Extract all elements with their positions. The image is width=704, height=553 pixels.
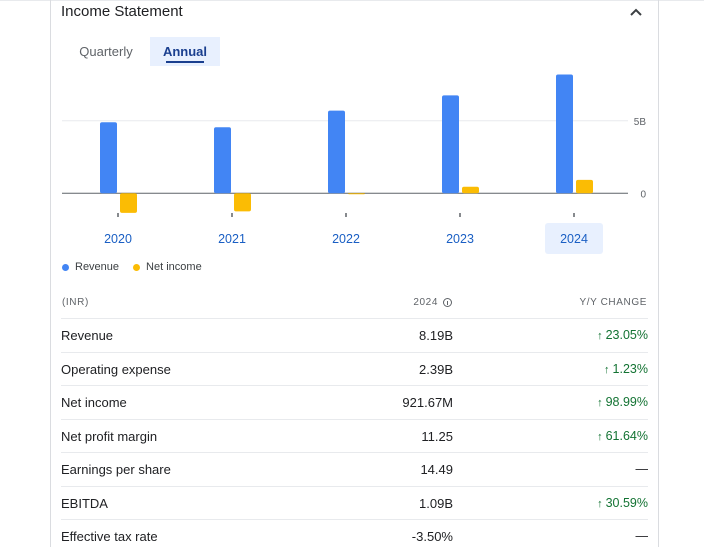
bar-net-income xyxy=(234,193,251,212)
bar-revenue xyxy=(556,74,573,194)
row-change: ↑ 61.64% xyxy=(597,429,648,443)
legend-item-revenue: Revenue xyxy=(62,261,119,273)
arrow-up-icon: ↑ xyxy=(597,330,603,342)
row-value: 1.09B xyxy=(419,495,453,511)
tab-quarterly-label: Quarterly xyxy=(79,44,133,59)
table-row: Net income 921.67M ↑ 98.99% xyxy=(61,385,648,419)
bar-net-income xyxy=(576,179,593,194)
row-change-value: — xyxy=(635,462,649,476)
row-change: ↑ 1.23% xyxy=(604,362,648,376)
column-header-change: Y/Y CHANGE xyxy=(579,297,647,308)
row-change: ↑ 98.99% xyxy=(597,395,648,409)
income-chart: 5B 0 2020 2021 2022 2023 2024 xyxy=(62,74,647,246)
x-tick-label: 2021 xyxy=(218,232,246,246)
info-icon[interactable] xyxy=(443,298,452,307)
row-label: Net profit margin xyxy=(61,428,158,444)
bar-revenue xyxy=(214,127,231,194)
arrow-up-icon: ↑ xyxy=(604,363,610,376)
table-row: Operating expense 2.39B ↑ 1.23% xyxy=(61,351,648,386)
table-row: Effective tax rate -3.50% — xyxy=(61,519,648,553)
bar-net-income xyxy=(462,186,479,194)
chart-legend: Revenue Net income xyxy=(62,261,216,273)
tab-annual-label: Annual xyxy=(162,44,208,59)
arrow-up-icon: ↑ xyxy=(597,497,603,510)
table-row: Revenue 8.19B ↑ 23.05% xyxy=(61,318,648,352)
row-label: Revenue xyxy=(61,328,114,343)
row-change: ↑ 23.05% xyxy=(597,328,648,342)
row-value: 921.67M xyxy=(402,395,453,410)
collapse-button[interactable] xyxy=(626,4,646,20)
table-row: EBITDA 1.09B ↑ 30.59% xyxy=(61,485,648,520)
row-label: Net income xyxy=(61,395,127,410)
legend-item-net-income: Net income xyxy=(133,261,202,273)
row-label: EBITDA xyxy=(61,495,108,511)
row-label: Operating expense xyxy=(61,361,171,377)
financial-table: Revenue 8.19B ↑ 23.05% Operating expense 2.39… xyxy=(61,318,648,553)
row-change: — xyxy=(636,462,649,476)
row-change-value: 98.99% xyxy=(605,395,648,409)
x-tick-label: 2024 xyxy=(560,232,588,246)
selected-year-highlight xyxy=(545,223,603,254)
bar-revenue xyxy=(100,122,117,194)
row-change-value: — xyxy=(635,529,649,543)
bar-net-income xyxy=(120,193,137,213)
y-tick-label: 5B xyxy=(634,117,647,128)
legend-label-revenue: Revenue xyxy=(75,261,120,273)
row-label: Earnings per share xyxy=(61,462,171,477)
legend-dot-icon xyxy=(62,263,69,271)
arrow-up-icon: ↑ xyxy=(597,397,603,409)
chevron-up-icon xyxy=(630,8,642,16)
row-change: ↑ 30.59% xyxy=(597,496,648,510)
row-change-value: 1.23% xyxy=(612,361,648,376)
legend-dot-icon xyxy=(133,263,141,271)
row-label: Effective tax rate xyxy=(61,529,158,544)
row-change-value: 30.59% xyxy=(605,495,648,510)
x-tick-label: 2020 xyxy=(104,232,132,246)
section-title: Income Statement xyxy=(61,3,183,20)
tab-quarterly[interactable]: Quarterly xyxy=(69,37,143,66)
tab-annual[interactable]: Annual xyxy=(150,37,220,66)
row-value: -3.50% xyxy=(411,529,453,544)
bar-net-income xyxy=(348,193,365,195)
row-change: — xyxy=(636,529,649,543)
top-divider xyxy=(0,0,704,1)
row-value: 14.49 xyxy=(420,462,453,477)
row-value: 2.39B xyxy=(419,361,453,377)
arrow-up-icon: ↑ xyxy=(597,430,603,443)
bar-revenue xyxy=(328,110,345,194)
row-value: 8.19B xyxy=(419,328,453,343)
row-change-value: 61.64% xyxy=(605,428,648,443)
column-header-year: 2024 xyxy=(380,297,452,308)
income-statement-card xyxy=(50,0,659,547)
row-change-value: 23.05% xyxy=(605,328,648,342)
table-row: Earnings per share 14.49 — xyxy=(61,452,648,486)
legend-label-net-income: Net income xyxy=(146,261,202,273)
tab-annual-underline xyxy=(166,61,204,63)
x-tick-label: 2022 xyxy=(332,232,360,246)
table-row: Net profit margin 11.25 ↑ 61.64% xyxy=(61,418,648,453)
y-tick-label: 0 xyxy=(640,189,646,200)
x-tick-label: 2023 xyxy=(446,232,474,246)
bar-revenue xyxy=(442,95,459,194)
column-header-year-label: 2024 xyxy=(413,297,438,308)
row-value: 11.25 xyxy=(421,428,453,444)
column-header-currency: (INR) xyxy=(62,297,89,308)
